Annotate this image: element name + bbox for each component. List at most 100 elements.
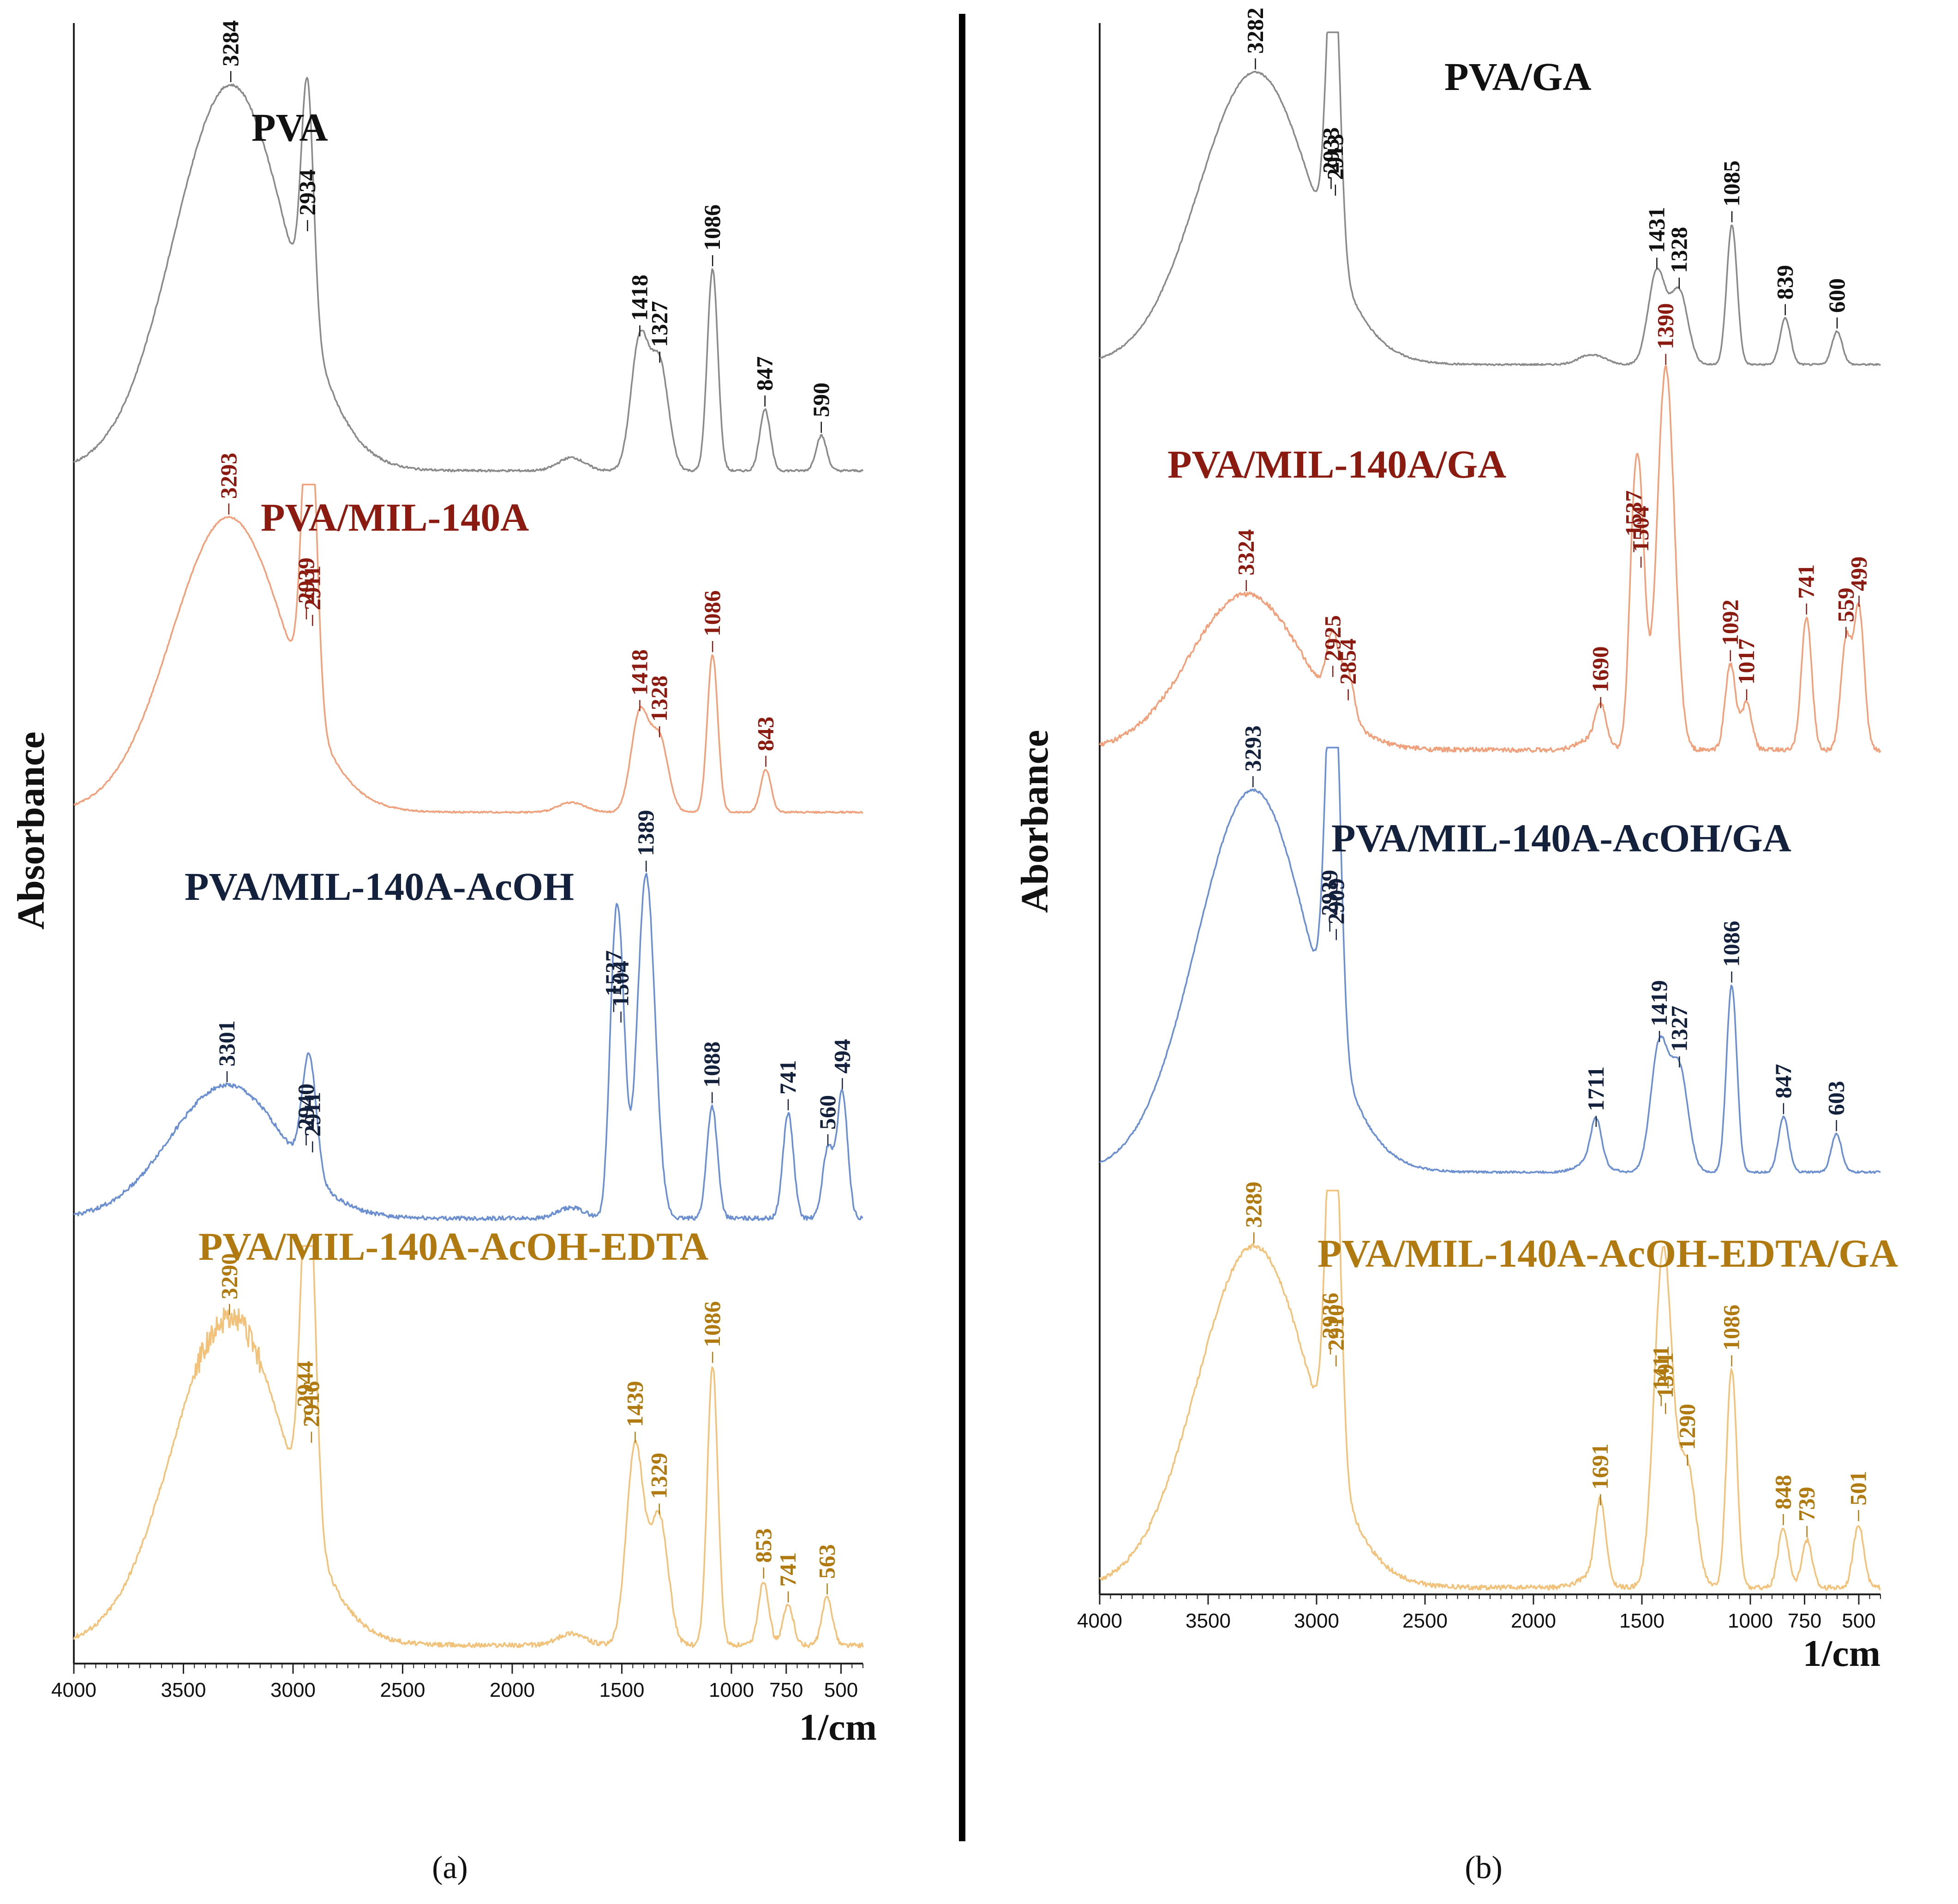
peak-label: 2944	[292, 1361, 318, 1407]
peak-label: 1439	[622, 1381, 648, 1427]
peak-label: 1411	[1648, 1346, 1674, 1390]
spectrum-line-b-2	[1099, 365, 1881, 753]
spectrum-line-a-4	[73, 1245, 864, 1648]
peak-label: 1391	[1652, 1352, 1678, 1398]
peak-label: 2911	[299, 1092, 325, 1137]
peak-label: 2933	[1318, 127, 1344, 174]
peak-label: 1431	[1643, 207, 1669, 253]
peak-label: 3289	[1240, 1181, 1266, 1227]
peak-label: 1690	[1587, 647, 1613, 693]
peak-label: 1537	[1621, 490, 1647, 536]
peak-label: 3324	[1233, 529, 1259, 575]
peak-label: 590	[808, 383, 834, 417]
peak-label: 847	[1770, 1064, 1796, 1098]
panel-a: Absorbance 1/cm (a) 4000 3500 3000 2500 2000…	[10, 20, 877, 1886]
peak-label: 2916	[298, 1381, 324, 1427]
series-name-label: PVA/MIL-140A-AcOH/GA	[1331, 816, 1791, 860]
peak-label: 1085	[1718, 161, 1744, 207]
peak-label: 2910	[1323, 1305, 1348, 1351]
x-tick-label: 1500	[1619, 1610, 1665, 1632]
panel-b-caption-label: (b)	[1465, 1850, 1503, 1886]
x-tick-label: 3000	[270, 1679, 316, 1701]
series-name-label: PVA	[251, 105, 328, 150]
x-tick-label: 4000	[51, 1679, 96, 1701]
panel-a-y-axis-label: Absorbance	[10, 731, 53, 929]
x-tick-label: 500	[1842, 1610, 1875, 1632]
series-name-label: PVA/MIL-140A-AcOH-EDTA	[198, 1224, 708, 1269]
peak-label: 3284	[217, 20, 243, 66]
peak-label: 1419	[1646, 980, 1672, 1026]
peak-label: 2939	[293, 557, 319, 604]
spectrum-line-b-3	[1099, 747, 1881, 1174]
peak-label: 1504	[608, 961, 634, 1007]
peak-label: 1504	[1628, 506, 1653, 552]
series-name-label: PVA/MIL-140A	[261, 495, 529, 539]
peak-label: 560	[814, 1095, 840, 1130]
panel-a-x-axis-unit: 1/cm	[799, 1706, 877, 1748]
peak-label: 741	[1793, 564, 1819, 599]
peak-label: 2854	[1335, 639, 1361, 685]
peak-label: 1711	[1583, 1066, 1609, 1111]
peak-label: 1418	[627, 275, 653, 321]
peak-label: 1017	[1733, 639, 1759, 685]
peak-label: 2940	[293, 1084, 319, 1130]
series-name-label: PVA/MIL-140A-AcOH-EDTA/GA	[1317, 1231, 1898, 1275]
x-tick-label: 2000	[1511, 1610, 1556, 1632]
peak-label: 563	[814, 1544, 840, 1579]
peak-label: 1086	[1718, 921, 1744, 967]
x-tick-label: 500	[824, 1679, 858, 1701]
peak-label: 1389	[633, 810, 659, 856]
peak-label: 1327	[647, 301, 672, 347]
peak-label: 2936	[1317, 1293, 1343, 1339]
peak-label: 494	[829, 1039, 855, 1073]
peak-label: 839	[1772, 265, 1798, 299]
x-tick-label: 1000	[709, 1679, 754, 1701]
x-tick-label: 750	[769, 1679, 803, 1701]
panel-b-y-axis-label: Aborbance	[1013, 730, 1056, 913]
x-tick-label: 1500	[599, 1679, 645, 1701]
peak-label: 2939	[1317, 870, 1342, 916]
peak-label: 3301	[214, 1020, 240, 1066]
peak-label: 843	[753, 717, 778, 751]
peak-label: 1086	[699, 590, 725, 636]
x-tick-label: 1000	[1728, 1610, 1773, 1632]
peak-label: 2913	[1322, 134, 1348, 180]
peak-label: 1390	[1653, 303, 1678, 349]
peak-label: 603	[1823, 1081, 1849, 1115]
peak-label: 1327	[1666, 1006, 1692, 1052]
peak-label: 1691	[1587, 1443, 1613, 1490]
x-tick-label: 3500	[161, 1679, 206, 1701]
peak-label: 1086	[1718, 1305, 1744, 1351]
x-tick-label: 3000	[1294, 1610, 1339, 1632]
peak-label: 501	[1845, 1471, 1871, 1505]
spectrum-line-a-2	[73, 484, 863, 814]
peak-label: 559	[1832, 587, 1858, 622]
peak-label: 853	[750, 1528, 776, 1563]
panel-b-x-axis-unit: 1/cm	[1803, 1632, 1880, 1674]
peak-label: 3290	[216, 1253, 242, 1299]
peak-label: 2911	[299, 565, 325, 610]
peak-label: 2909	[1323, 878, 1349, 924]
series-name-label: PVA/MIL-140A/GA	[1168, 442, 1506, 486]
x-tick-label: 3500	[1186, 1610, 1231, 1632]
peak-label: 1418	[627, 649, 653, 695]
peak-label: 739	[1794, 1487, 1820, 1521]
spectrum-line-a-1	[73, 77, 864, 473]
peak-label: 600	[1824, 278, 1850, 313]
peak-label: 1086	[699, 1301, 725, 1347]
peak-label: 1088	[699, 1042, 725, 1088]
panel-a-caption-label: (a)	[432, 1850, 468, 1886]
peak-label: 1328	[1666, 227, 1692, 273]
spectrum-line-b-4	[1099, 1190, 1881, 1591]
peak-label: 1290	[1674, 1404, 1700, 1450]
peak-label: 3293	[1239, 725, 1265, 772]
peak-label: 3282	[1242, 7, 1268, 54]
series-name-label: PVA/GA	[1444, 54, 1592, 99]
spectrum-line-b-1	[1099, 31, 1881, 366]
peak-label: 2925	[1319, 615, 1345, 661]
peak-label: 1537	[600, 950, 626, 996]
peak-label: 1329	[646, 1453, 672, 1499]
x-tick-label: 4000	[1077, 1610, 1122, 1632]
